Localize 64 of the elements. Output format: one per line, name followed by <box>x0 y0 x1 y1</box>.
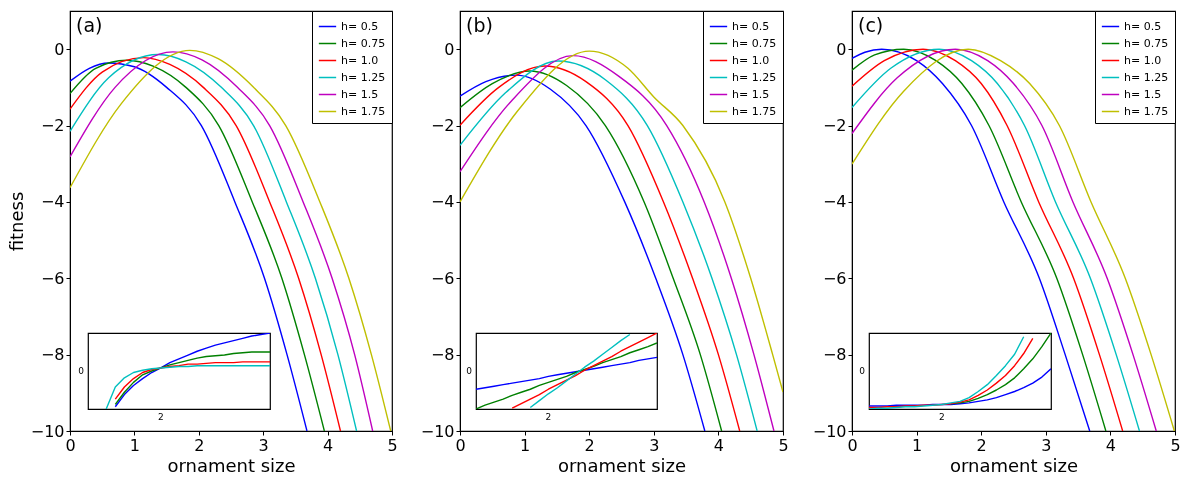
annotation: (b) <box>466 14 493 36</box>
legend-label: h= 0.5 <box>341 19 379 33</box>
legend-label: h= 1.25 <box>1124 70 1169 84</box>
legend-label: h= 1.0 <box>1124 53 1162 67</box>
y-tick-label: 0 <box>836 39 847 59</box>
y-tick-label: −4 <box>822 192 847 212</box>
x-tick-label: 1 <box>520 435 531 455</box>
annotation: 2 <box>938 412 945 422</box>
y-tick-label: 0 <box>444 39 455 59</box>
annotation: 0 <box>78 366 85 376</box>
y-tick-label: −4 <box>430 192 455 212</box>
annotation: 2 <box>545 412 552 422</box>
y-tick-label: −2 <box>430 116 455 136</box>
legend-label: h= 1.5 <box>732 87 770 101</box>
x-tick-label: 4 <box>323 435 334 455</box>
annotation: 0 <box>859 366 866 376</box>
legend-label: h= 1.75 <box>341 104 386 118</box>
y-tick-label: −8 <box>822 345 847 365</box>
y-tick-label: 0 <box>54 39 65 59</box>
legend-label: h= 1.0 <box>732 53 770 67</box>
x-tick-label: 3 <box>1041 435 1052 455</box>
annotation: (a) <box>76 14 103 36</box>
legend-label: h= 1.25 <box>341 70 386 84</box>
x-tick-label: 5 <box>1170 435 1181 455</box>
x-tick-label: 5 <box>387 435 398 455</box>
x-tick-label: 2 <box>194 435 205 455</box>
legend-label: h= 0.5 <box>732 19 770 33</box>
annotation: 2 <box>157 412 164 422</box>
legend-label: h= 1.75 <box>1124 104 1169 118</box>
x-tick-label: 4 <box>1105 435 1116 455</box>
x-tick-label: 2 <box>584 435 595 455</box>
x-tick-label: 1 <box>912 435 923 455</box>
y-tick-label: −2 <box>40 116 65 136</box>
legend-label: h= 1.25 <box>732 70 777 84</box>
legend-label: h= 0.75 <box>1124 36 1169 50</box>
legend-label: h= 0.5 <box>1124 19 1162 33</box>
y-tick-label: −4 <box>40 192 65 212</box>
annotation: 0 <box>466 366 473 376</box>
x-tick-label: 5 <box>778 435 789 455</box>
x-tick-label: 3 <box>649 435 660 455</box>
x-axis-title: ornament size <box>557 454 687 476</box>
legend-label: h= 1.5 <box>1124 87 1162 101</box>
legend-label: h= 1.75 <box>732 104 777 118</box>
x-axis-title: ornament size <box>167 454 296 476</box>
y-tick-label: −6 <box>430 268 455 288</box>
x-tick-label: 2 <box>976 435 987 455</box>
x-tick-label: 1 <box>129 435 140 455</box>
y-tick-label: −6 <box>822 268 847 288</box>
legend-label: h= 0.75 <box>732 36 777 50</box>
legend-label: h= 1.5 <box>341 87 379 101</box>
annotation: (c) <box>858 14 884 36</box>
y-tick-label: −6 <box>40 268 65 288</box>
y-tick-label: −2 <box>822 116 847 136</box>
x-tick-label: 4 <box>713 435 724 455</box>
y-tick-label: −8 <box>430 345 455 365</box>
y-tick-label: −10 <box>812 421 847 441</box>
y-tick-label: −8 <box>40 345 65 365</box>
y-tick-label: −10 <box>420 421 455 441</box>
x-axis-title: ornament size <box>949 454 1079 476</box>
y-axis-title: fitness <box>5 191 27 252</box>
x-tick-label: 3 <box>258 435 269 455</box>
legend-label: h= 1.0 <box>341 53 379 67</box>
legend-label: h= 0.75 <box>341 36 386 50</box>
y-tick-label: −10 <box>30 421 65 441</box>
